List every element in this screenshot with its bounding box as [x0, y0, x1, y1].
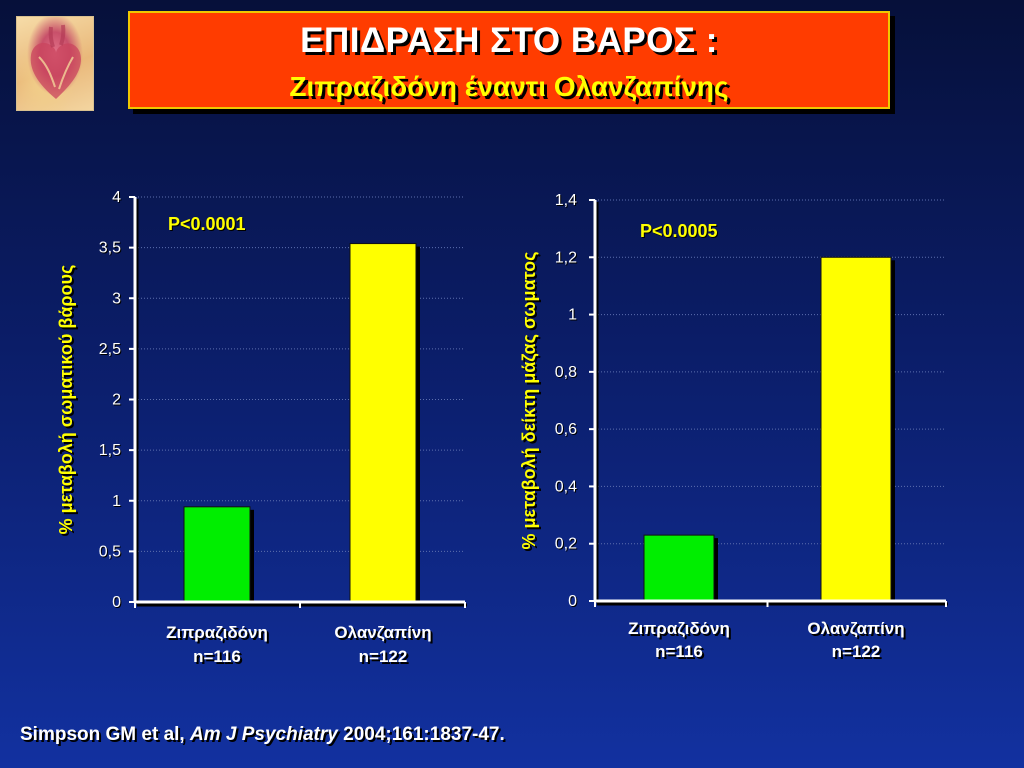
x-category-n: n=122: [359, 647, 408, 666]
y-tick-label: 1,5: [99, 442, 121, 459]
x-category-label: Ολανζαπίνη: [334, 623, 431, 642]
x-category-n: n=116: [193, 647, 241, 666]
bar-2: [820, 256, 892, 602]
heart-icon: [30, 24, 81, 99]
y-tick-label: 4: [112, 189, 121, 206]
y-tick-label-shadow: 0,2: [556, 537, 578, 554]
y-tick-label-shadow: 3,5: [100, 241, 122, 258]
y-tick-label: 2: [112, 392, 121, 409]
y-tick-label-shadow: 2,5: [100, 342, 122, 359]
x-category-n-shadow: n=122: [361, 649, 410, 668]
y-tick-label-shadow: 2: [113, 393, 122, 410]
y-tick-label-shadow: 0: [113, 595, 122, 612]
y-tick-label: 0,5: [99, 543, 121, 560]
x-category-label-shadow: Ζιπραζιδόνη: [168, 625, 270, 644]
x-category-n-shadow: n=116: [195, 649, 243, 668]
y-tick-label: 3,5: [99, 240, 121, 257]
heart-logo-image: [16, 16, 94, 111]
p-value-annotation: P<0.0005: [640, 221, 718, 241]
y-tick-label-shadow: 1,4: [556, 193, 578, 210]
y-tick-label-shadow: 4: [113, 190, 122, 207]
p-value-annotation-shadow: P<0.0001: [169, 215, 247, 235]
p-value-annotation-shadow: P<0.0005: [641, 222, 719, 242]
y-tick-label: 1,4: [555, 192, 577, 209]
x-category-label: Ζιπραζιδόνη: [166, 623, 268, 642]
y-tick-label: 0: [112, 594, 121, 611]
x-category-label-shadow: Ζιπραζιδόνη: [630, 621, 732, 640]
y-tick-label-shadow: 1,2: [556, 250, 578, 267]
y-axis-label: % μεταβολή σωματικού βάρους: [56, 265, 76, 535]
y-axis-label-shadow: % μεταβολή δείκτη μάζας σωματος: [521, 254, 542, 552]
y-tick-label: 1,2: [555, 249, 577, 266]
y-tick-label: 3: [112, 290, 121, 307]
bar-1: [183, 506, 251, 603]
y-tick-label-shadow: 1: [569, 308, 578, 325]
bmi-change-chart: 000,20,20,40,40,60,60,80,8111,21,21,41,4…: [519, 192, 948, 663]
y-axis-label-shadow: % μεταβολή σωματικού βάρους: [58, 267, 78, 537]
y-tick-label: 0: [568, 593, 577, 610]
p-value-annotation: P<0.0001: [168, 214, 246, 234]
x-category-n: n=116: [655, 642, 703, 661]
y-tick-label: 1: [568, 307, 577, 324]
y-tick-label-shadow: 0,4: [556, 479, 578, 496]
y-tick-label-shadow: 0,5: [100, 544, 122, 561]
citation-journal: Am J Psychiatry: [189, 724, 338, 745]
y-tick-label-shadow: 3: [113, 291, 122, 308]
page-title: ΕΠΙΔΡΑΣΗ ΣΤΟ ΒΑΡΟΣ :: [300, 21, 718, 60]
citation-reference: 2004;161:1837-47.: [343, 724, 505, 745]
y-tick-label-shadow: 0,6: [556, 422, 578, 439]
x-category-n-shadow: n=116: [657, 644, 705, 663]
x-category-label-shadow: Ολανζαπίνη: [336, 625, 433, 644]
y-tick-label: 2,5: [99, 341, 121, 358]
y-tick-label-shadow: 0,8: [556, 365, 578, 382]
citation: Simpson GM et al, Am J Psychiatry 2004;1…: [20, 724, 505, 746]
bar-2: [349, 243, 417, 603]
x-category-label-shadow: Ολανζαπίνη: [809, 621, 906, 640]
y-tick-label: 0,8: [555, 364, 577, 381]
x-category-n: n=122: [832, 642, 881, 661]
weight-change-chart: 000,50,5111,51,5222,52,5333,53,544Ζιπραζ…: [56, 189, 467, 668]
title-box: ΕΠΙΔΡΑΣΗ ΣΤΟ ΒΑΡΟΣ : Ζιπραζιδόνη έναντι …: [128, 11, 890, 109]
citation-authors: Simpson GM et al,: [20, 724, 185, 745]
page-subtitle: Ζιπραζιδόνη έναντι Ολανζαπίνης: [289, 71, 729, 102]
x-category-label: Ολανζαπίνη: [807, 619, 904, 638]
x-category-label: Ζιπραζιδόνη: [628, 619, 730, 638]
y-tick-label: 0,2: [555, 536, 577, 553]
y-tick-label: 0,6: [555, 421, 577, 438]
y-axis-label: % μεταβολή δείκτη μάζας σωματος: [519, 252, 540, 550]
y-tick-label: 0,4: [555, 478, 577, 495]
y-tick-label-shadow: 0: [569, 594, 578, 611]
bar-1: [643, 534, 715, 602]
y-tick-label: 1: [112, 493, 121, 510]
y-tick-label-shadow: 1,5: [100, 443, 122, 460]
y-tick-label-shadow: 1: [113, 494, 122, 511]
x-category-n-shadow: n=122: [834, 644, 883, 663]
